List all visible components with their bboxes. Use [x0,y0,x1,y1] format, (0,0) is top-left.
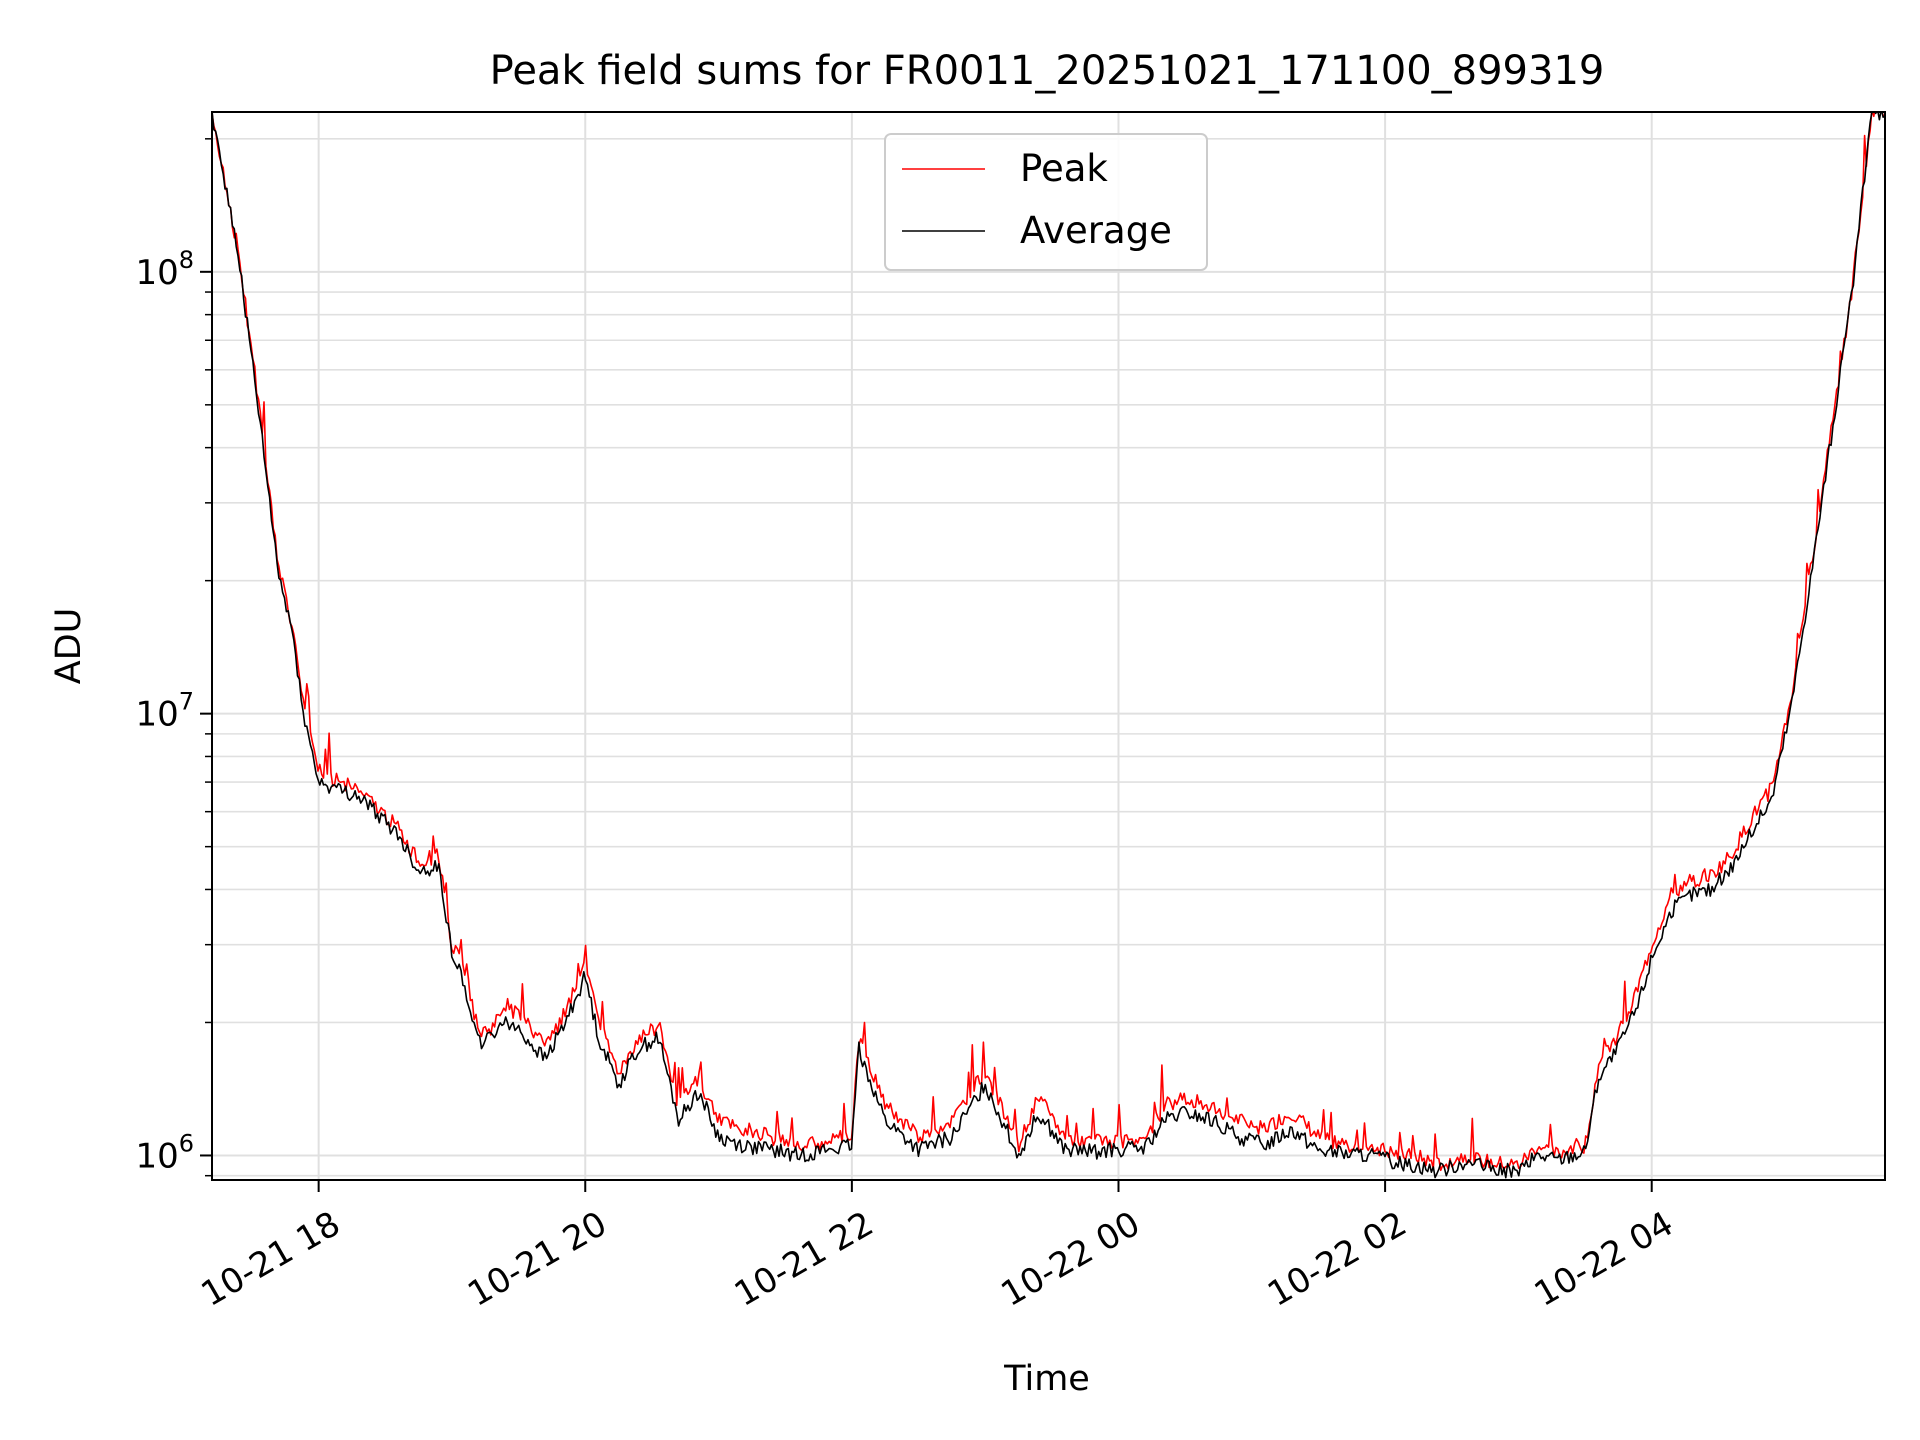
y-tick-label: 106 [135,1129,194,1176]
axis-ticks [200,138,1653,1192]
legend-label-peak: Peak [1020,147,1108,190]
y-axis-label: ADU [49,608,89,685]
y-tick-label: 108 [135,246,194,293]
legend: Peak Average [884,133,1208,271]
plot-frame [211,111,1886,1181]
y-tick-labels: 106 107 108 [135,246,194,1177]
series-line-peak [212,112,1885,1172]
grid-lines [212,112,1885,1180]
x-axis-label: Time [1003,1359,1090,1399]
series-line-average [212,112,1885,1179]
y-tick-label: 107 [135,688,194,735]
series-layer [212,112,1885,1179]
legend-label-average: Average [1020,209,1172,252]
chart-title: Peak field sums for FR0011_20251021_1711… [490,48,1605,94]
legend-box [884,133,1208,271]
